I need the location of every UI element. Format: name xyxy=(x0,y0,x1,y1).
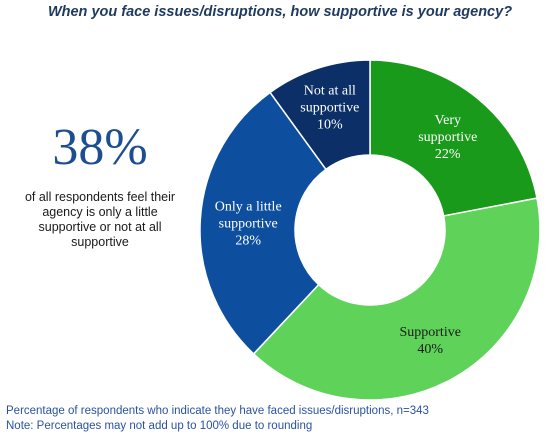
footnote-rounding: Note: Percentages may not add up to 100%… xyxy=(6,420,313,432)
slice-only-a-little-supportive xyxy=(199,91,327,355)
footnote-sample: Percentage of respondents who indicate t… xyxy=(6,405,429,417)
slice-label-only-a-little-supportive: Only a little supportive 28% xyxy=(215,199,282,248)
chart-title: When you face issues/disruptions, how su… xyxy=(47,4,513,20)
slice-supportive xyxy=(252,197,541,401)
slice-label-very-supportive: Very supportive 22% xyxy=(418,113,477,162)
slice-very-supportive xyxy=(369,59,538,217)
slice-label-not-at-all-supportive: Not at all supportive 10% xyxy=(300,83,359,132)
callout-text: of all respondents feel their agency is … xyxy=(24,190,176,249)
slice-label-supportive: Supportive 40% xyxy=(399,325,460,357)
callout-value: 38% xyxy=(52,119,148,176)
slice-not-at-all-supportive xyxy=(269,59,371,171)
